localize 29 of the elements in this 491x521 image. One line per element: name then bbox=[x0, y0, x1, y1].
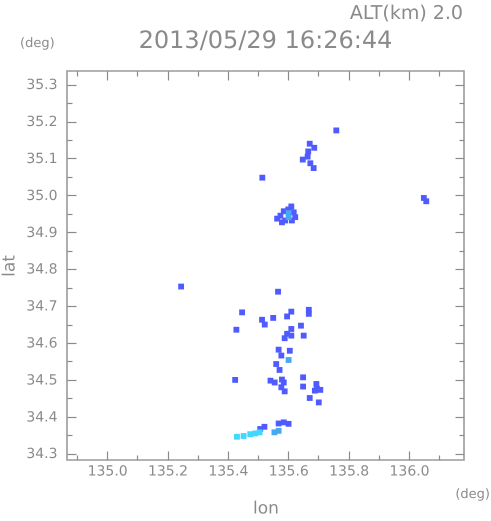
y-tick-label: 34.8 bbox=[26, 262, 58, 278]
y-axis-title: lat bbox=[0, 254, 20, 277]
chart-title: 2013/05/29 16:26:44 bbox=[138, 26, 392, 54]
y-tick-label: 35.2 bbox=[26, 114, 58, 130]
point bbox=[286, 210, 292, 216]
point bbox=[240, 433, 247, 439]
x-tick-label: 135.8 bbox=[329, 464, 370, 480]
y-tick-label: 34.5 bbox=[26, 372, 58, 388]
y-tick-label: 34.3 bbox=[26, 446, 58, 462]
point bbox=[234, 434, 240, 440]
y-tick-label: 34.7 bbox=[26, 298, 58, 315]
y-tick-label: 35.1 bbox=[26, 150, 58, 167]
x-tick-label: 135.0 bbox=[88, 464, 128, 480]
point bbox=[286, 357, 292, 363]
text: (deg) bbox=[455, 487, 490, 502]
y-tick-label: 34.6 bbox=[26, 336, 58, 352]
y-tick-label: 34.4 bbox=[26, 409, 58, 426]
point bbox=[256, 429, 263, 436]
text: (deg) bbox=[20, 36, 55, 51]
y-tick-label: 35.0 bbox=[26, 188, 58, 204]
x-tick-label: 135.2 bbox=[148, 464, 188, 480]
x-tick-label: 136.0 bbox=[390, 464, 430, 480]
point bbox=[276, 428, 282, 434]
text: ALT(km) 2.0 bbox=[350, 2, 463, 24]
x-tick-label: 135.4 bbox=[208, 464, 249, 480]
x-tick-label: 135.6 bbox=[268, 464, 309, 480]
y-tick-label: 35.3 bbox=[26, 77, 58, 94]
x-axis-title: lon bbox=[253, 498, 279, 518]
y-tick-label: 34.9 bbox=[26, 224, 58, 241]
